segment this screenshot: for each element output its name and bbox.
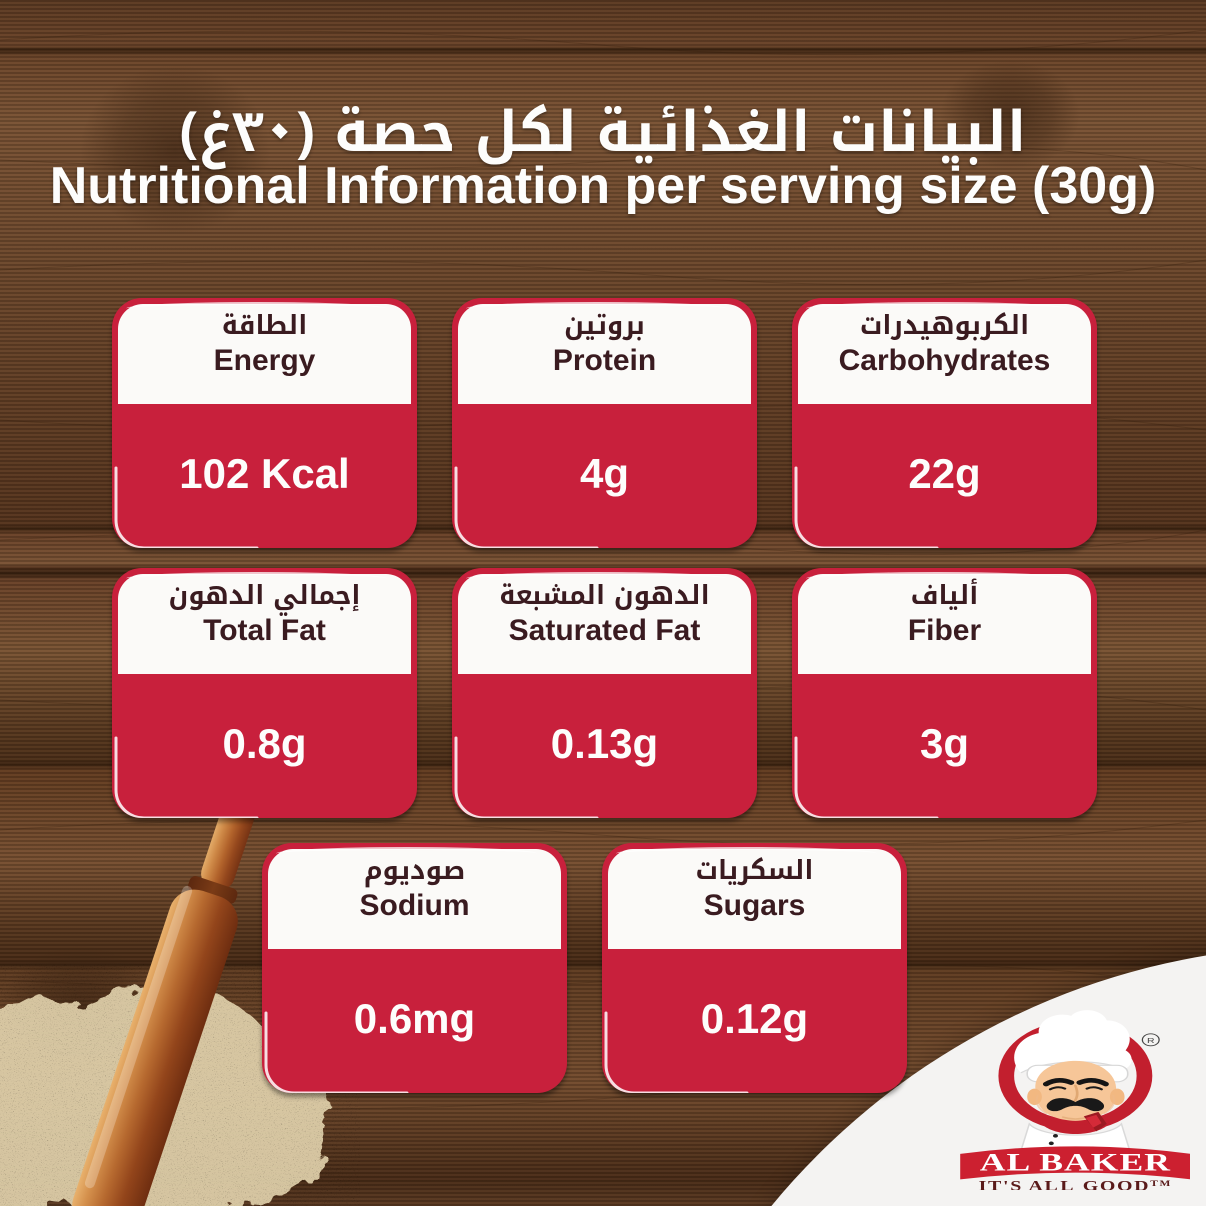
svg-text:R: R [1147,1036,1155,1044]
svg-text:IT'S ALL GOODTM: IT'S ALL GOODTM [979,1178,1172,1190]
svg-text:AL BAKER: AL BAKER [980,1147,1171,1176]
